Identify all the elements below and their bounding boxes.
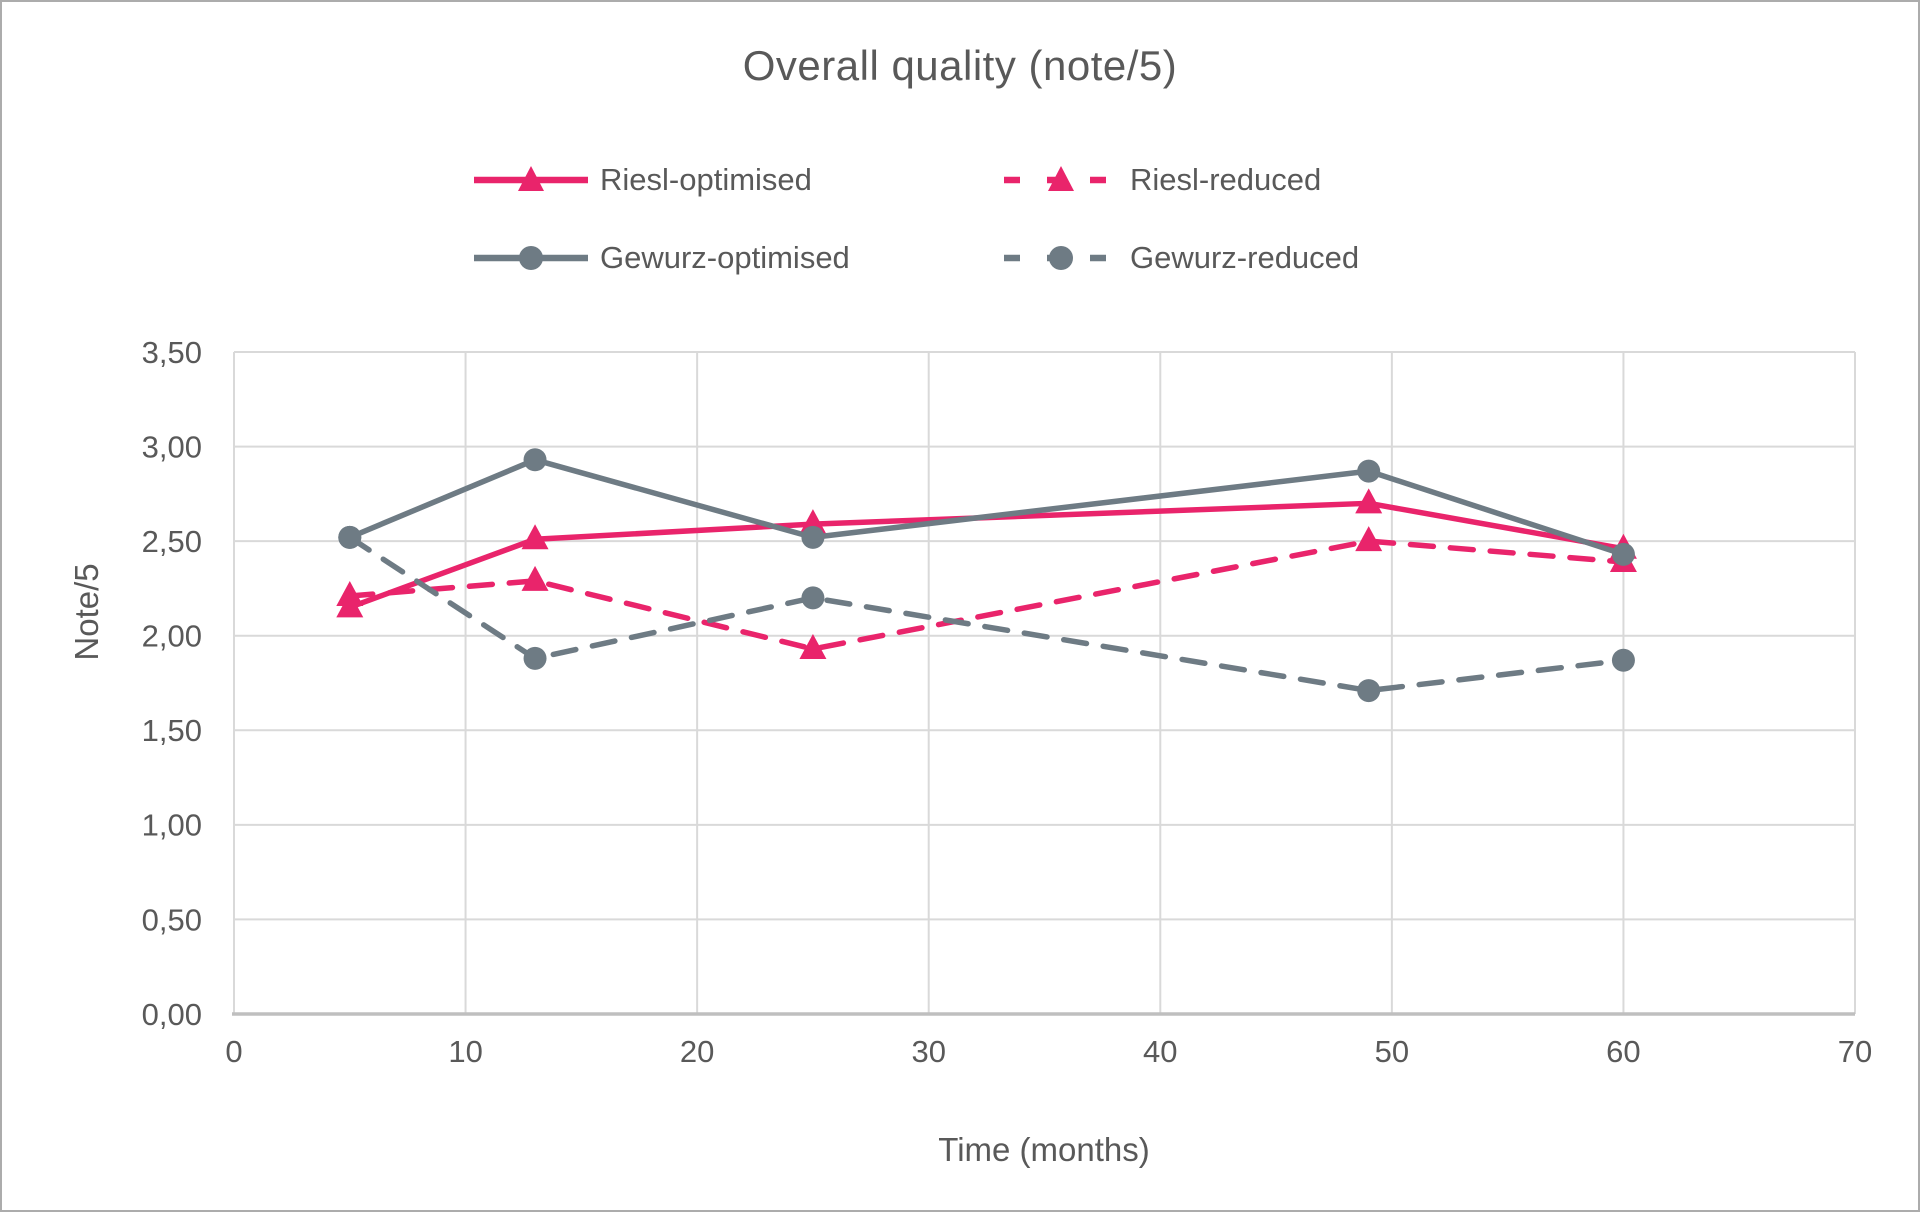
legend-item-gewurz-optimised[interactable]: Gewurz-optimised	[472, 240, 1002, 276]
triangle-marker-icon[interactable]	[521, 524, 549, 550]
y-tick-label: 0,00	[142, 997, 202, 1032]
y-tick-label: 2,50	[142, 524, 202, 559]
series-gewurz-reduced	[338, 525, 1635, 703]
triangle-marker-icon[interactable]	[799, 633, 827, 659]
x-tick-label: 20	[680, 1034, 714, 1069]
chart-title: Overall quality (note/5)	[742, 42, 1178, 89]
legend-item-riesl-optimised[interactable]: Riesl-optimised	[472, 162, 1002, 198]
y-tick-label: 2,00	[142, 619, 202, 654]
legend-item-gewurz-reduced[interactable]: Gewurz-reduced	[1002, 240, 1359, 276]
circle-marker-icon	[1049, 246, 1073, 270]
x-tick-label: 70	[1838, 1034, 1872, 1069]
y-tick-label: 1,50	[142, 713, 202, 748]
x-axis-title: Time (months)	[938, 1131, 1150, 1168]
y-tick-label: 3,00	[142, 429, 202, 464]
x-tick-label: 60	[1606, 1034, 1640, 1069]
legend-swatch	[1004, 166, 1118, 191]
legend-swatch	[1004, 246, 1118, 270]
x-tick-label: 40	[1143, 1034, 1177, 1069]
triangle-marker-icon[interactable]	[336, 580, 364, 606]
triangle-marker-icon[interactable]	[799, 509, 827, 535]
legend: Riesl-optimised Riesl-reduced Gewurz-optim…	[472, 162, 1359, 276]
triangle-marker-icon[interactable]	[1355, 526, 1383, 552]
legend-label: Riesl-reduced	[1130, 162, 1322, 197]
circle-marker-icon	[519, 246, 543, 270]
y-tick-label: 1,00	[142, 808, 202, 843]
triangle-marker-icon[interactable]	[1355, 488, 1383, 514]
series-gewurz-optimised	[338, 448, 1635, 566]
series-line[interactable]	[347, 538, 1627, 652]
y-tick-label: 3,50	[142, 335, 202, 370]
x-tick-label: 10	[448, 1034, 482, 1069]
x-tick-label: 30	[911, 1034, 945, 1069]
circle-marker-icon[interactable]	[1357, 679, 1381, 703]
legend-label: Gewurz-reduced	[1130, 240, 1360, 275]
triangle-marker-icon	[518, 166, 544, 191]
circle-marker-icon[interactable]	[1357, 459, 1381, 483]
legend-label: Gewurz-optimised	[600, 240, 850, 275]
x-tick-label: 0	[225, 1034, 242, 1069]
circle-marker-icon[interactable]	[801, 586, 825, 610]
circle-marker-icon[interactable]	[1611, 648, 1635, 672]
legend-item-riesl-reduced[interactable]: Riesl-reduced	[1002, 162, 1359, 198]
triangle-marker-icon[interactable]	[521, 565, 549, 591]
legend-swatch	[474, 246, 588, 270]
legend-swatch	[474, 166, 588, 191]
circle-marker-icon[interactable]	[338, 525, 362, 549]
legend-label: Riesl-optimised	[600, 162, 812, 197]
circle-marker-icon[interactable]	[523, 448, 547, 472]
circle-marker-icon[interactable]	[801, 525, 825, 549]
y-tick-label: 0,50	[142, 902, 202, 937]
series-riesl-optimised	[336, 488, 1637, 618]
x-tick-label: 50	[1375, 1034, 1409, 1069]
circle-marker-icon[interactable]	[1611, 542, 1635, 566]
circle-marker-icon[interactable]	[523, 646, 547, 670]
triangle-marker-icon	[1048, 166, 1074, 191]
